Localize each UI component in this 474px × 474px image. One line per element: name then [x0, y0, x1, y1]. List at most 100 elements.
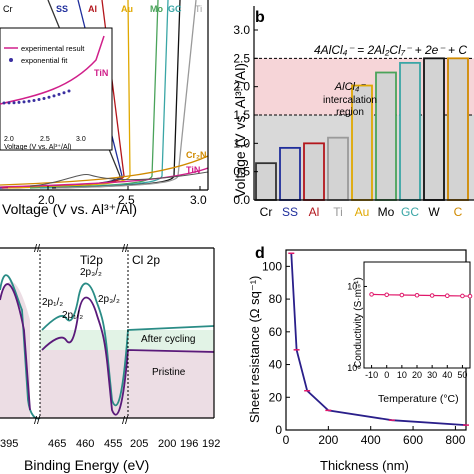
bar-label-gc: GC — [401, 205, 419, 219]
bar-cr — [255, 162, 277, 201]
bar-ss — [279, 146, 301, 201]
inset-a-frame — [0, 27, 113, 151]
inset-a-tin-label: TiN — [94, 68, 108, 78]
label-ss: SS — [56, 4, 68, 14]
spectrum-pristine-left — [0, 283, 31, 411]
panel-d-xtick-label: 400 — [361, 433, 381, 447]
panel-d-ytick-label: 80 — [269, 292, 283, 306]
label-ti: Ti — [195, 4, 202, 14]
label-gc: GC — [168, 4, 182, 14]
inset-d-ytick-label: 10⁶ — [347, 281, 361, 291]
label-al: Al — [88, 4, 97, 14]
curve-background — [29, 171, 208, 187]
axis-break-2: // — [122, 415, 129, 427]
peak-label-3: 2p₁/₂ — [62, 310, 83, 321]
panel-a-xlabel: Voltage (V vs. Al³⁺/Al) — [2, 201, 137, 217]
conductivity-line — [371, 293, 471, 297]
axis-break-3: // — [34, 243, 41, 255]
bar-c — [447, 57, 469, 201]
inset-a-fit-point — [42, 96, 46, 100]
panel-a-xtick-label-2: 3.0 — [190, 193, 207, 207]
panel-a: 2.0 2.5 3.0 Voltage (V vs. Al³⁺/Al) experi… — [0, 0, 209, 217]
panel-d-ytick-label: 60 — [269, 325, 283, 339]
band-upper — [254, 30, 474, 59]
panel-b-ytick-label: 1.0 — [233, 136, 250, 150]
panel-b-ytick-label: 0.0 — [233, 193, 250, 207]
panel-b-ytick-label: 1.5 — [233, 108, 250, 122]
inset-a-fit-point — [2, 101, 6, 105]
inset-a-fit-point — [62, 91, 66, 95]
panel-d: d Sheet resistance (Ω sq⁻¹) 0 20 40 60 80 100… — [247, 245, 473, 473]
inset-a-xtick-3: 3.0 — [76, 136, 86, 143]
inset-d-ytick-label: 10⁵ — [347, 363, 361, 373]
inset-a-fit-point — [47, 95, 51, 99]
inset-a-fit-point — [52, 94, 56, 98]
inset-d-ylabel: Conductivity (S·m⁻¹) — [353, 277, 364, 368]
bar-mo — [375, 71, 397, 201]
panel-d-xtick-label: 600 — [403, 433, 423, 447]
panel-d-xtick-label: 200 — [318, 433, 338, 447]
inset-d-xtick-label: 30 — [427, 370, 437, 380]
panel-c-xlabel: Binding Energy (eV) — [24, 457, 149, 473]
panel-b-plot: Cr SS Al Ti Au Mo GC W C 0.0 0.5 1.0 1.5 2.0 2.5 3.0 — [233, 6, 474, 219]
inset-d-xtick-label: 40 — [442, 370, 452, 380]
inset-a-fit-point — [17, 100, 21, 104]
inset-a-curves — [0, 35, 105, 105]
inset-a-fit-point — [57, 92, 61, 96]
inset-d-xtick-label: 0 — [384, 370, 389, 380]
inset-a-fit-point — [37, 98, 41, 102]
axis-break-4: // — [122, 243, 129, 255]
panel-d-ylabel: Sheet resistance (Ω sq⁻¹) — [247, 276, 262, 423]
panel-b-ylabel: Voltage (V vs. Al³⁺/Al) — [232, 63, 248, 198]
panel-d-letter: d — [255, 245, 265, 262]
inset-a-xlabel: Voltage (V vs. Al³⁺/Al) — [4, 144, 72, 151]
inset-a-fit-point — [27, 99, 31, 103]
panel-b-equation: 4AlCl₄⁻ = 2Al₂Cl₇⁻ + 2e⁻ + C — [314, 43, 467, 57]
panel-a-curves — [0, 0, 208, 189]
section-ti2p: Ti2p — [80, 253, 103, 267]
panel-b: b Voltage (V vs. Al³⁺/Al) Cr SS Al Ti Au Mo GC… — [232, 6, 474, 219]
legend-fit-swatch — [9, 58, 13, 62]
bar-label-ss: SS — [282, 205, 298, 219]
conductivity-point — [444, 293, 450, 299]
axis-break-1: // — [34, 415, 41, 427]
inset-a-fit-point — [7, 101, 11, 105]
conductivity-point — [414, 292, 420, 298]
panel-b-letter: b — [255, 9, 265, 26]
bar-label-cr: Cr — [260, 205, 273, 219]
inset-a-experimental-curve — [0, 35, 105, 105]
bar-label-au: Au — [355, 205, 370, 219]
panel-c-xtick-1: 395 — [0, 438, 18, 450]
panel-a-ticks: 2.0 2.5 3.0 — [38, 186, 207, 207]
panel-c-xtick-5: 205 — [130, 438, 148, 450]
inset-a-fit-point — [12, 101, 16, 105]
panel-c-plot: // // // // — [0, 243, 215, 427]
panel-c-xtick-3: 460 — [76, 438, 94, 450]
inset-d-xlabel: Temperature (°C) — [378, 393, 459, 405]
bar-label-ti: Ti — [333, 205, 343, 219]
panel-c-xtick-4: 455 — [104, 438, 122, 450]
panel-c-fill-right — [40, 350, 214, 418]
panel-c-xtick-2: 465 — [48, 438, 66, 450]
inset-a-xtick-1: 2.0 — [4, 136, 14, 143]
panel-c-xtick-6: 200 — [158, 438, 176, 450]
legend-experimental-label: experimental result — [21, 44, 85, 53]
bar-ti — [327, 136, 349, 201]
spectrum-cycled-right — [41, 282, 215, 407]
bar-w — [423, 57, 445, 201]
panel-d-inset: 10⁵ 10⁶ -10 0 10 20 30 40 50 — [347, 261, 473, 380]
bar-label-al: Al — [309, 205, 320, 219]
conductivity-point — [399, 292, 405, 298]
bar-al — [303, 142, 325, 201]
panel-d-ytick-label: 20 — [269, 390, 283, 404]
inset-d-frame — [363, 261, 471, 369]
panel-d-ytick-label: 100 — [262, 259, 282, 273]
inset-a-xtick-2: 2.5 — [40, 136, 50, 143]
bar-label-mo: Mo — [378, 205, 395, 219]
panel-d-ytick-label: 40 — [269, 358, 283, 372]
panel-d-xtick-label: 0 — [283, 433, 290, 447]
panel-a-xtick-label-1: 2.5 — [118, 193, 135, 207]
conductivity-point — [467, 293, 473, 299]
panel-d-xlabel: Thickness (nm) — [320, 458, 409, 473]
